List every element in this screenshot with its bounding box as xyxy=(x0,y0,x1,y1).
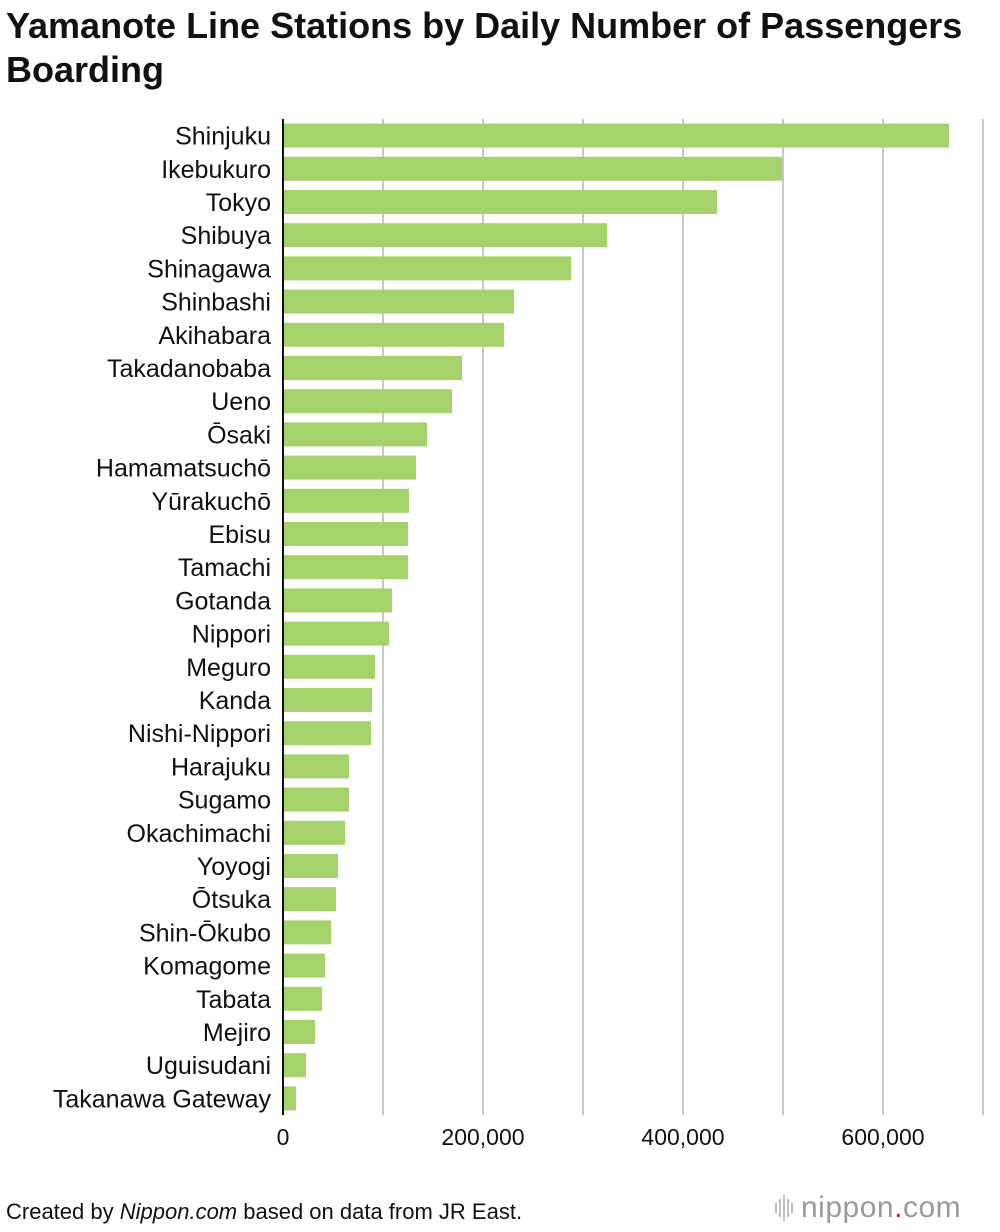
x-tick-label: 0 xyxy=(277,1124,290,1150)
gridlines xyxy=(382,119,984,1115)
category-label: Shin-Ōkubo xyxy=(139,919,271,947)
bar-ebisu xyxy=(283,522,408,546)
bar-shin-kubo xyxy=(283,920,331,945)
bar-shinbashi xyxy=(283,289,514,314)
bar-takanawa-gateway xyxy=(283,1086,296,1111)
bar-shinagawa xyxy=(283,256,571,281)
bar-uguisudani xyxy=(283,1053,306,1078)
bar-shinjuku xyxy=(283,123,949,148)
source-prefix: Created by xyxy=(6,1199,120,1224)
category-label: Nippori xyxy=(192,621,271,649)
bar-meguro xyxy=(283,654,375,679)
category-label: Takadanobaba xyxy=(107,355,271,383)
category-label: Ueno xyxy=(211,388,271,416)
category-label: Hamamatsuchō xyxy=(96,455,271,483)
bar-tamachi xyxy=(283,555,408,580)
bar-sugamo xyxy=(283,787,349,812)
bar-shibuya xyxy=(283,223,607,248)
category-label: Ōtsuka xyxy=(192,886,271,914)
bar-hamamatsuch- xyxy=(283,455,416,480)
category-label: Okachimachi xyxy=(127,820,272,848)
category-label: Harajuku xyxy=(171,753,271,781)
bar-gotanda xyxy=(283,588,392,613)
bar-yoyogi xyxy=(283,854,338,878)
logo-tld: com xyxy=(902,1191,962,1224)
bar-akihabara xyxy=(283,322,504,347)
source-note: Created by Nippon.com based on data from… xyxy=(6,1198,522,1226)
category-label: Takanawa Gateway xyxy=(53,1085,272,1113)
chart-title: Yamanote Line Stations by Daily Number o… xyxy=(6,5,963,90)
category-label: Shinbashi xyxy=(161,289,271,317)
logo-wordmark: nippon.com xyxy=(801,1191,961,1225)
bar-tokyo xyxy=(283,190,717,214)
category-labels: Shinjuku Ikebukuro Tokyo Shibuya Shinagawa Sh… xyxy=(53,123,272,1114)
category-label: Yoyogi xyxy=(197,853,271,881)
category-label: Sugamo xyxy=(178,787,271,815)
category-label: Gotanda xyxy=(175,587,271,615)
category-label: Ikebukuro xyxy=(161,156,271,184)
x-axis-tick-labels: 0 200,000 400,000 600,000 xyxy=(277,1124,925,1150)
bar-nishi-nippori xyxy=(283,721,371,746)
x-tick-label: 600,000 xyxy=(841,1124,924,1150)
category-label: Shinagawa xyxy=(147,255,271,283)
x-tick-label: 200,000 xyxy=(441,1124,524,1150)
logo-bars-icon xyxy=(775,1195,793,1221)
category-label: Tamachi xyxy=(178,554,271,582)
nippon-com-logo: nippon.com xyxy=(775,1190,997,1226)
bar-mejiro xyxy=(283,1020,315,1044)
bar-ikebukuro xyxy=(283,156,782,181)
source-suffix: based on data from JR East. xyxy=(237,1199,523,1224)
bar-nippori xyxy=(283,621,389,646)
bar--tsuka xyxy=(283,887,336,912)
category-label: Tokyo xyxy=(206,189,271,217)
category-label: Uguisudani xyxy=(146,1052,271,1080)
bar-harajuku xyxy=(283,754,349,779)
x-tick-label: 400,000 xyxy=(641,1124,724,1150)
logo-dot: . xyxy=(894,1191,903,1224)
category-label: Ōsaki xyxy=(207,421,271,449)
category-label: Shibuya xyxy=(181,222,271,250)
source-name: Nippon.com xyxy=(119,1199,238,1224)
bar-ueno xyxy=(283,389,452,414)
bar-kanda xyxy=(283,688,372,712)
bar-okachimachi xyxy=(283,820,345,845)
category-label: Tabata xyxy=(196,986,271,1014)
category-label: Shinjuku xyxy=(175,123,271,151)
category-label: Yūrakuchō xyxy=(151,488,271,516)
logo-name: nippon xyxy=(801,1191,895,1224)
category-label: Kanda xyxy=(199,687,271,715)
bar-y-rakuch- xyxy=(283,488,409,513)
bar--saki xyxy=(283,422,427,447)
bars xyxy=(283,123,949,1111)
category-label: Ebisu xyxy=(208,521,271,549)
category-label: Nishi-Nippori xyxy=(128,720,271,748)
category-label: Akihabara xyxy=(158,322,271,350)
bar-takadanobaba xyxy=(283,356,462,380)
bar-komagome xyxy=(283,953,325,978)
bar-tabata xyxy=(283,986,322,1011)
category-label: Mejiro xyxy=(203,1019,271,1047)
category-label: Meguro xyxy=(186,654,271,682)
category-label: Komagome xyxy=(143,953,271,981)
